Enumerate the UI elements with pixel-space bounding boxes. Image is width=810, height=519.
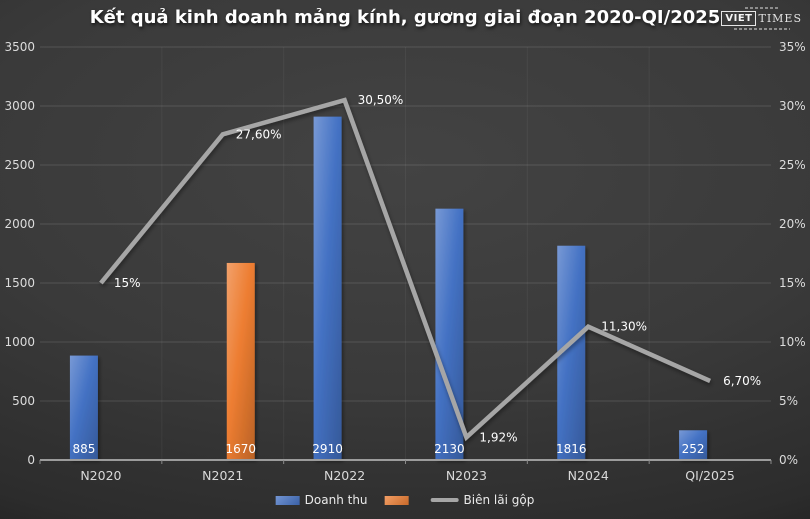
y-axis-right-tick: 30% (779, 99, 806, 113)
y-axis-right-tick: 15% (779, 276, 806, 290)
logo-times: TIMES (758, 12, 802, 25)
y-axis-left-tick: 3000 (4, 99, 35, 113)
legend-label-doanh-thu: Doanh thu (304, 493, 368, 507)
x-axis-label: N2021 (202, 468, 243, 483)
y-axis-left-tick: 2000 (4, 217, 35, 231)
logo-tagline-bottom (733, 28, 790, 30)
line-value-label: 27,60% (236, 127, 282, 141)
y-axis-left-tick: 0 (27, 453, 35, 467)
legend-swatch-doanh-thu (275, 495, 300, 505)
y-axis-right-tick: 25% (779, 158, 806, 172)
bar-series2-N2021 (226, 262, 255, 460)
bar-value-label: 1670 (225, 442, 256, 456)
y-axis-left-tick: 500 (12, 394, 35, 408)
x-axis-label: N2020 (80, 468, 121, 483)
line-value-label: 11,30% (601, 320, 647, 334)
x-axis-label: N2024 (568, 468, 609, 483)
logo-viet: VIET (721, 11, 757, 26)
bar-doanh-thu-N2022 (313, 116, 342, 461)
x-axis-label: N2022 (324, 468, 365, 483)
y-axis-left-tick: 2500 (4, 158, 35, 172)
y-axis-right-tick: 20% (779, 217, 806, 231)
legend-swatch-bien-lai-gop (430, 498, 459, 502)
bar-value-label: 2910 (312, 442, 343, 456)
y-axis-right-tick: 0% (779, 453, 798, 467)
legend-item-series2 (384, 495, 414, 505)
bar-value-label: 2130 (434, 442, 465, 456)
logo-wordmark: VIET TIMES (721, 11, 802, 26)
viettimes-logo: VIET TIMES (721, 5, 802, 32)
bar-value-label: 1816 (556, 442, 587, 456)
y-axis-left-tick: 3500 (4, 40, 35, 54)
x-axis-label: N2023 (446, 468, 487, 483)
y-axis-left-tick: 1500 (4, 276, 35, 290)
chart-legend: Doanh thu Biên lãi gộp (275, 493, 535, 507)
logo-tagline-top (744, 7, 779, 9)
line-value-label: 15% (114, 276, 141, 290)
y-axis-right-tick: 10% (779, 335, 806, 349)
line-value-label: 30,50% (358, 93, 404, 107)
line-value-label: 6,70% (723, 374, 761, 388)
legend-label-bien-lai-gop: Biên lãi gộp (463, 493, 535, 507)
legend-item-bien-lai-gop: Biên lãi gộp (430, 493, 535, 507)
legend-item-doanh-thu: Doanh thu (275, 493, 368, 507)
bar-value-label: 885 (72, 442, 95, 456)
line-value-label: 1,92% (479, 430, 517, 444)
chart-title: Kết quả kinh doanh mảng kính, gương giai… (89, 7, 721, 28)
legend-swatch-series2 (384, 495, 409, 505)
bar-value-label: 252 (682, 442, 705, 456)
bar-doanh-thu-QI/2025 (679, 430, 708, 460)
y-axis-right-tick: 35% (779, 40, 806, 54)
line-bien-lai-gop (99, 97, 711, 442)
y-axis-right-tick: 5% (779, 394, 798, 408)
bar-doanh-thu-N2020 (69, 355, 98, 460)
y-axis-left-tick: 1000 (4, 335, 35, 349)
x-axis-label: QI/2025 (685, 468, 735, 483)
